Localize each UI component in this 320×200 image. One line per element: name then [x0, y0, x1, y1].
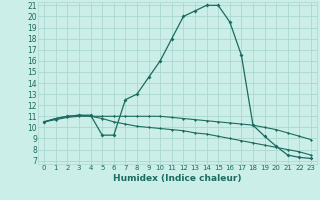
X-axis label: Humidex (Indice chaleur): Humidex (Indice chaleur) [113, 174, 242, 183]
